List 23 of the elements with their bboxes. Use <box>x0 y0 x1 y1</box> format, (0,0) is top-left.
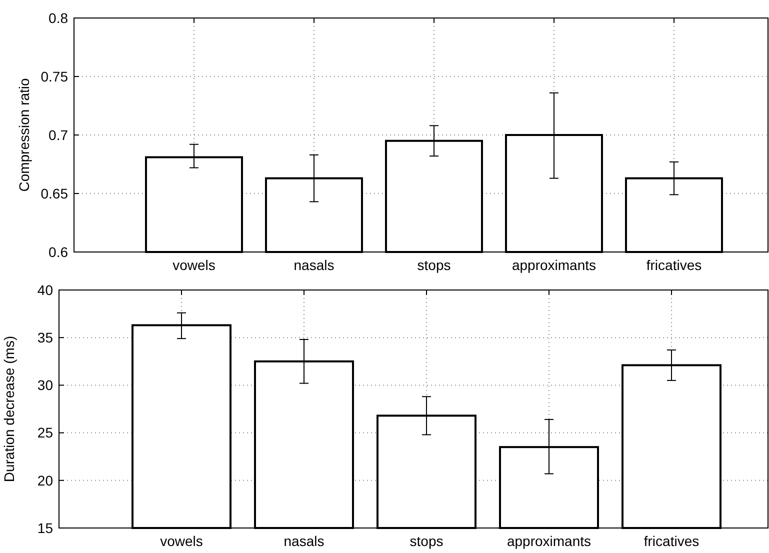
x-tick-label: approximants <box>506 533 592 549</box>
y-tick-label: 0.65 <box>40 185 68 202</box>
x-tick-label: fricatives <box>646 257 702 273</box>
y-axis-title: Duration decrease (ms) <box>1 336 17 482</box>
x-tick-label: fricatives <box>644 533 700 549</box>
x-tick-label: nasals <box>284 533 324 549</box>
x-tick-label: stops <box>417 257 451 273</box>
x-tick-label: vowels <box>172 257 216 273</box>
y-tick-label: 0.7 <box>48 126 68 143</box>
y-tick-label: 25 <box>37 424 54 441</box>
x-tick-label: nasals <box>294 257 334 273</box>
y-tick-label: 35 <box>37 330 54 346</box>
y-tick-label: 20 <box>37 472 54 488</box>
x-tick-label: approximants <box>512 257 596 273</box>
y-tick-label: 15 <box>37 520 54 536</box>
y-axis-title: Compression ratio <box>16 78 32 192</box>
y-tick-label: 40 <box>37 282 54 298</box>
y-tick-label: 0.8 <box>48 10 68 26</box>
y-tick-label: 0.75 <box>40 68 68 84</box>
y-tick-label: 0.6 <box>48 244 68 260</box>
x-tick-label: vowels <box>160 533 203 549</box>
x-tick-label: stops <box>410 533 444 549</box>
y-tick-label: 30 <box>37 377 54 394</box>
